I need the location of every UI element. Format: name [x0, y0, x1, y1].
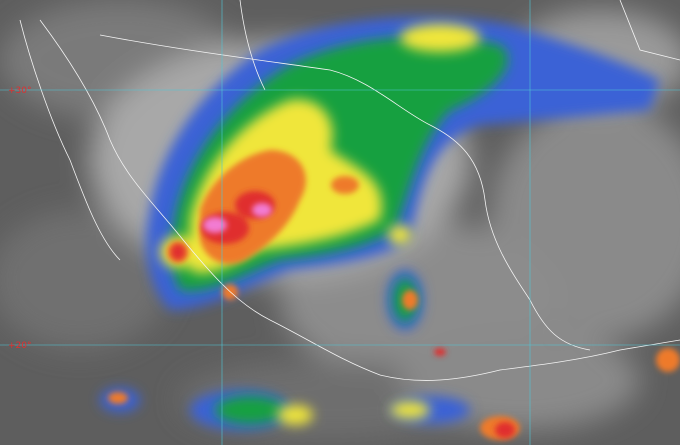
latitude-label: +30°: [8, 86, 32, 96]
storm-pink: [203, 203, 272, 233]
latitude-label: +20°: [8, 341, 32, 351]
